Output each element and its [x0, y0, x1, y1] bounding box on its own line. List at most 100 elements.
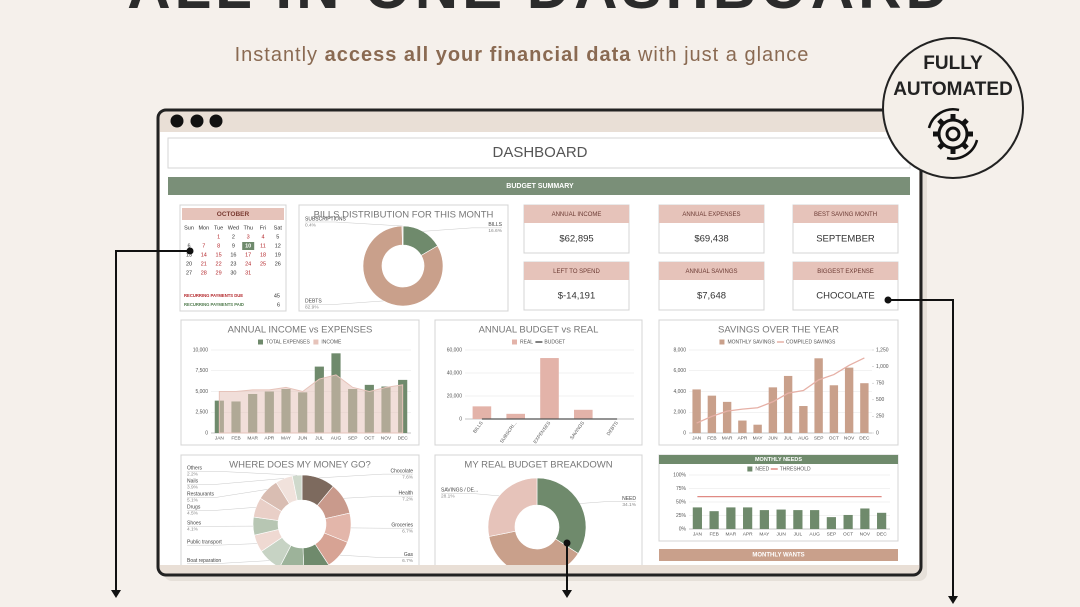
bar [540, 358, 559, 419]
y-tick-label: 75% [676, 486, 687, 492]
calendar-day: 30 [230, 270, 236, 276]
slice-value: 0.4% [305, 222, 317, 228]
x-tick-label: MAY [759, 531, 770, 537]
slice-label: DEBTS [305, 299, 322, 305]
y2-tick-label: 0 [876, 430, 879, 436]
arrow-head [562, 590, 572, 598]
y2-tick-label: 1,000 [876, 364, 889, 370]
weekday: Tue [214, 225, 223, 231]
calendar-day: 23 [230, 261, 236, 267]
calendar-day: 7 [202, 243, 205, 249]
x-tick-label: JUN [768, 435, 778, 441]
donut-slice [291, 474, 303, 501]
x-tick-label: OCT [364, 435, 374, 441]
y-tick-label: 2,500 [195, 410, 208, 416]
calendar-day: 24 [245, 261, 251, 267]
bar [783, 375, 793, 433]
donut-slice [487, 477, 538, 537]
kpi-header [659, 262, 764, 280]
bar [810, 510, 820, 529]
bar [759, 510, 769, 529]
y2-tick-label: 1,250 [876, 347, 889, 353]
panel [434, 454, 643, 565]
bar [506, 413, 525, 419]
y-tick-label: 40,000 [447, 370, 463, 376]
page-title: ALL IN ONE DASHBOARD [127, 0, 953, 21]
x-tick-label: MAR [726, 531, 737, 537]
x-tick-label: MAY [753, 435, 764, 441]
x-tick-label: JAN [215, 435, 225, 441]
bar [574, 409, 593, 419]
banner [168, 177, 910, 195]
bar [860, 383, 869, 433]
calendar-day: 13 [186, 252, 192, 258]
subtitle-part: with just a glance [631, 44, 809, 66]
slice-value: 2.2% [187, 472, 199, 478]
subtitle: Instantly access all your financial data… [235, 44, 810, 66]
bar [829, 385, 839, 433]
x-tick-label: DEC [398, 435, 409, 441]
leader-line [339, 554, 413, 558]
paid-label: RECURRING PAYMENTS PAID [184, 302, 244, 307]
y2-tick-label: 750 [876, 381, 885, 387]
slice-value: 7.2% [402, 496, 414, 502]
x-tick-label: MAR [722, 435, 733, 441]
legend-label: THRESHOLD [780, 466, 811, 472]
slice-label: Boat reparation [187, 558, 221, 564]
bar [860, 508, 870, 529]
calendar-day: 4 [261, 234, 264, 240]
panel [434, 319, 643, 446]
x-tick-label: JUL [794, 531, 803, 537]
x-tick-label: MAY [281, 435, 292, 441]
slice-label: Groceries [391, 523, 413, 529]
bar [707, 395, 717, 433]
calendar-day: 12 [275, 243, 281, 249]
arrow-head [948, 596, 958, 604]
slice-label: BILLS [488, 222, 502, 228]
subtitle-bold: access all your financial data [325, 44, 632, 66]
kpi-header [793, 205, 898, 223]
kpi-header [659, 205, 764, 223]
dashboard: DASHBOARD BUDGET SUMMARY MONTHLY WANTS O… [160, 132, 919, 565]
x-tick-label: JUN [298, 435, 308, 441]
x-tick-label: DEC [859, 435, 870, 441]
legend-swatch [258, 339, 263, 345]
leader-line [422, 227, 502, 232]
bar [709, 511, 719, 529]
kpi-value: $7,648 [697, 291, 726, 302]
donut-slice [488, 530, 579, 565]
slice-label: Drugs [187, 505, 201, 511]
slice-label: Health [399, 491, 414, 497]
window-dot [170, 114, 184, 128]
bar [793, 510, 803, 529]
kpi-label: BEST SAVING MONTH [814, 212, 877, 218]
bar [826, 517, 836, 529]
leader-line [318, 473, 413, 479]
x-tick-label: JAN [692, 435, 702, 441]
donut-slice [536, 477, 587, 554]
bar [814, 358, 823, 433]
badge-text: FULLY [923, 53, 983, 74]
bar [799, 406, 808, 433]
y-tick-label: 25% [676, 513, 687, 519]
kpi-header [524, 262, 629, 280]
y-tick-label: 6,000 [673, 368, 686, 374]
slice-label: SAVINGS / DE... [441, 488, 478, 494]
kpi-label: LEFT TO SPEND [553, 269, 600, 275]
calendar-month: OCTOBER [217, 211, 250, 218]
callout-line [888, 299, 954, 596]
slice-label: Restaurants [187, 492, 214, 498]
due-label: RECURRING PAYMENTS DUE [184, 293, 243, 298]
x-tick-label: JUL [315, 435, 324, 441]
area [218, 374, 404, 434]
x-tick-label: OCT [843, 531, 853, 537]
calendar-day: 6 [187, 243, 190, 249]
leader-line [305, 300, 384, 305]
x-tick-label: APR [743, 531, 753, 537]
slice-label: Nails [187, 479, 199, 485]
due-count: 45 [274, 293, 280, 299]
slice-value: 4.5% [187, 511, 199, 517]
x-tick-label: AUG [331, 435, 342, 441]
x-tick-label: MAR [247, 435, 258, 441]
